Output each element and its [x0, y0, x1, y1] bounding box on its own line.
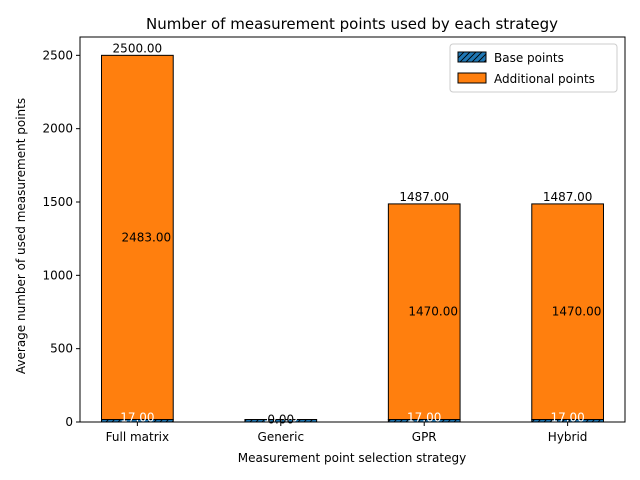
y-tick-label-4: 2000 — [42, 122, 73, 136]
axes-frame — [79, 36, 626, 423]
bar-value-label-additional-1: 0.00 — [267, 413, 294, 427]
x-axis-label: Measurement point selection strategy — [238, 451, 466, 465]
y-axis-label: Average number of used measurement point… — [14, 98, 28, 374]
legend-label-base: Base points — [494, 51, 564, 65]
bar-value-label-base-3: 17.00 — [550, 411, 584, 425]
y-tick-label-5: 2500 — [42, 48, 73, 62]
bar-additional-0 — [101, 54, 174, 421]
bar-value-label-additional-2: 1470.00 — [408, 305, 458, 319]
y-tick-label-3: 1500 — [42, 195, 73, 209]
bar-value-label-base-0: 17.00 — [120, 411, 154, 425]
legend-box — [449, 43, 618, 93]
chart-legend: Base points Additional points — [449, 43, 618, 93]
bar-total-label-2: 1487.00 — [399, 190, 449, 204]
legend-label-additional: Additional points — [494, 72, 595, 86]
x-tick-label-1: Generic — [258, 430, 305, 444]
bar-value-label-base-1: 17.00 — [264, 411, 298, 425]
legend-swatch-additional — [457, 72, 487, 84]
y-tick-label-0: 0 — [65, 415, 73, 429]
x-tick-label-3: Hybrid — [548, 430, 588, 444]
x-tick-label-0: Full matrix — [106, 430, 169, 444]
bar-total-label-0: 2500.00 — [113, 41, 163, 55]
x-tick-label-2: GPR — [412, 430, 437, 444]
bar-total-label-3: 1487.00 — [543, 190, 593, 204]
bar-value-label-additional-0: 2483.00 — [122, 230, 172, 244]
bar-value-label-base-2: 17.00 — [407, 411, 441, 425]
bar-value-label-additional-3: 1470.00 — [552, 305, 602, 319]
y-tick-label-2: 1000 — [42, 268, 73, 282]
chart-title: Number of measurement points used by eac… — [146, 15, 558, 33]
bar-additional-2 — [387, 203, 461, 421]
bar-additional-3 — [531, 203, 604, 421]
legend-swatch-base — [457, 51, 487, 63]
y-tick-label-1: 500 — [50, 342, 73, 356]
